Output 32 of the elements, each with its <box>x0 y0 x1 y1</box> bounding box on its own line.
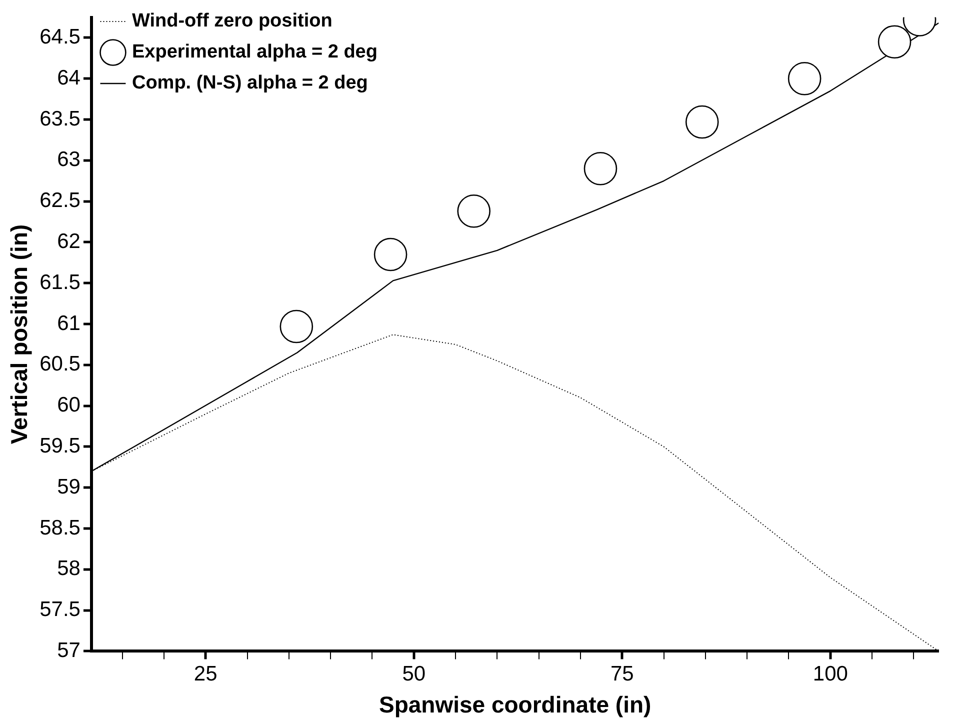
x-tick-label: 75 <box>610 662 634 686</box>
point <box>685 105 719 139</box>
y-tick-label: 64 <box>57 66 81 90</box>
point <box>584 152 618 186</box>
point <box>374 238 408 272</box>
point <box>457 194 490 228</box>
y-tick-label: 58.5 <box>40 516 80 540</box>
x-axis-title: Spanwise coordinate (in) <box>378 692 652 718</box>
y-tick-label: 61 <box>57 312 80 335</box>
y-tick-label: 62 <box>57 230 80 254</box>
x-tick-label: 25 <box>194 662 218 686</box>
legend-label: Experimental alpha = 2 deg <box>132 42 378 63</box>
point <box>788 62 822 96</box>
legend-label: Wind-off zero position <box>132 10 332 32</box>
y-tick-label: 59.5 <box>40 434 80 458</box>
y-tick-label: 59 <box>57 475 80 498</box>
y-tick-label: 61.5 <box>40 270 80 294</box>
y-tick-label: 57.5 <box>40 598 80 622</box>
y-tick-label: 64.5 <box>40 26 80 49</box>
x-tick-label: 50 <box>402 662 426 686</box>
point <box>878 25 912 58</box>
y-tick-label: 62.5 <box>40 189 80 212</box>
y-tick-label: 60 <box>57 394 80 417</box>
legend-label: Comp. (N-S) alpha = 2 deg <box>132 72 368 94</box>
y-tick-label: 63.5 <box>40 107 80 130</box>
y-axis-title: Vertical position (in) <box>6 224 32 444</box>
y-tick-label: 63 <box>57 148 80 172</box>
y-tick-label: 58 <box>57 557 80 580</box>
y-tick-label: 60.5 <box>40 352 80 376</box>
x-tick-label: 100 <box>812 662 848 686</box>
y-tick-label: 57 <box>57 638 80 662</box>
point <box>280 310 314 344</box>
